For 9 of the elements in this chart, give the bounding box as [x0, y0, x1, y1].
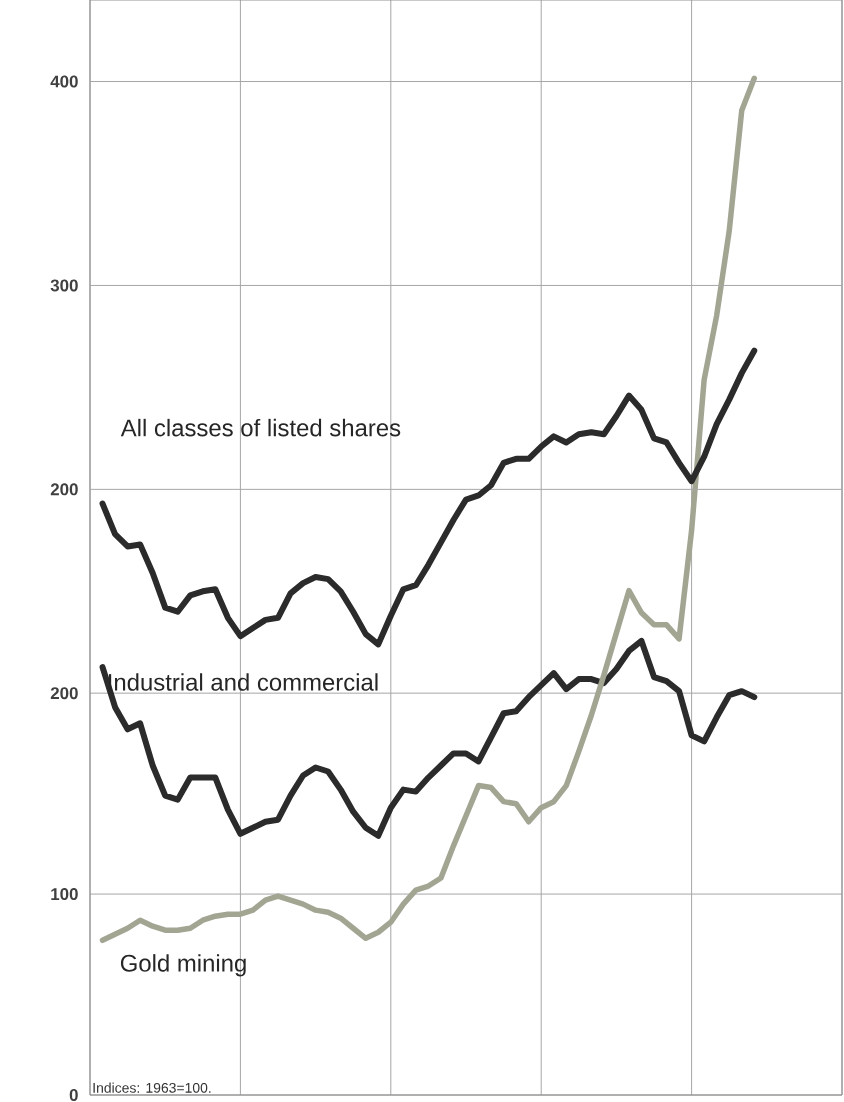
annotation: Indices: 1963=100.	[93, 1082, 211, 1093]
y-tick-label: 100	[51, 888, 78, 901]
y-tick-label: 200	[50, 687, 78, 700]
y2-tick-label: 400	[50, 75, 78, 88]
series-label: Gold mining	[120, 954, 246, 977]
y2-tick-label: 300	[50, 279, 78, 292]
y-tick-label: 0	[69, 1089, 78, 1101]
text: All classes of listed shares	[120, 418, 401, 437]
series-label: Industrial and commercial	[108, 673, 378, 691]
